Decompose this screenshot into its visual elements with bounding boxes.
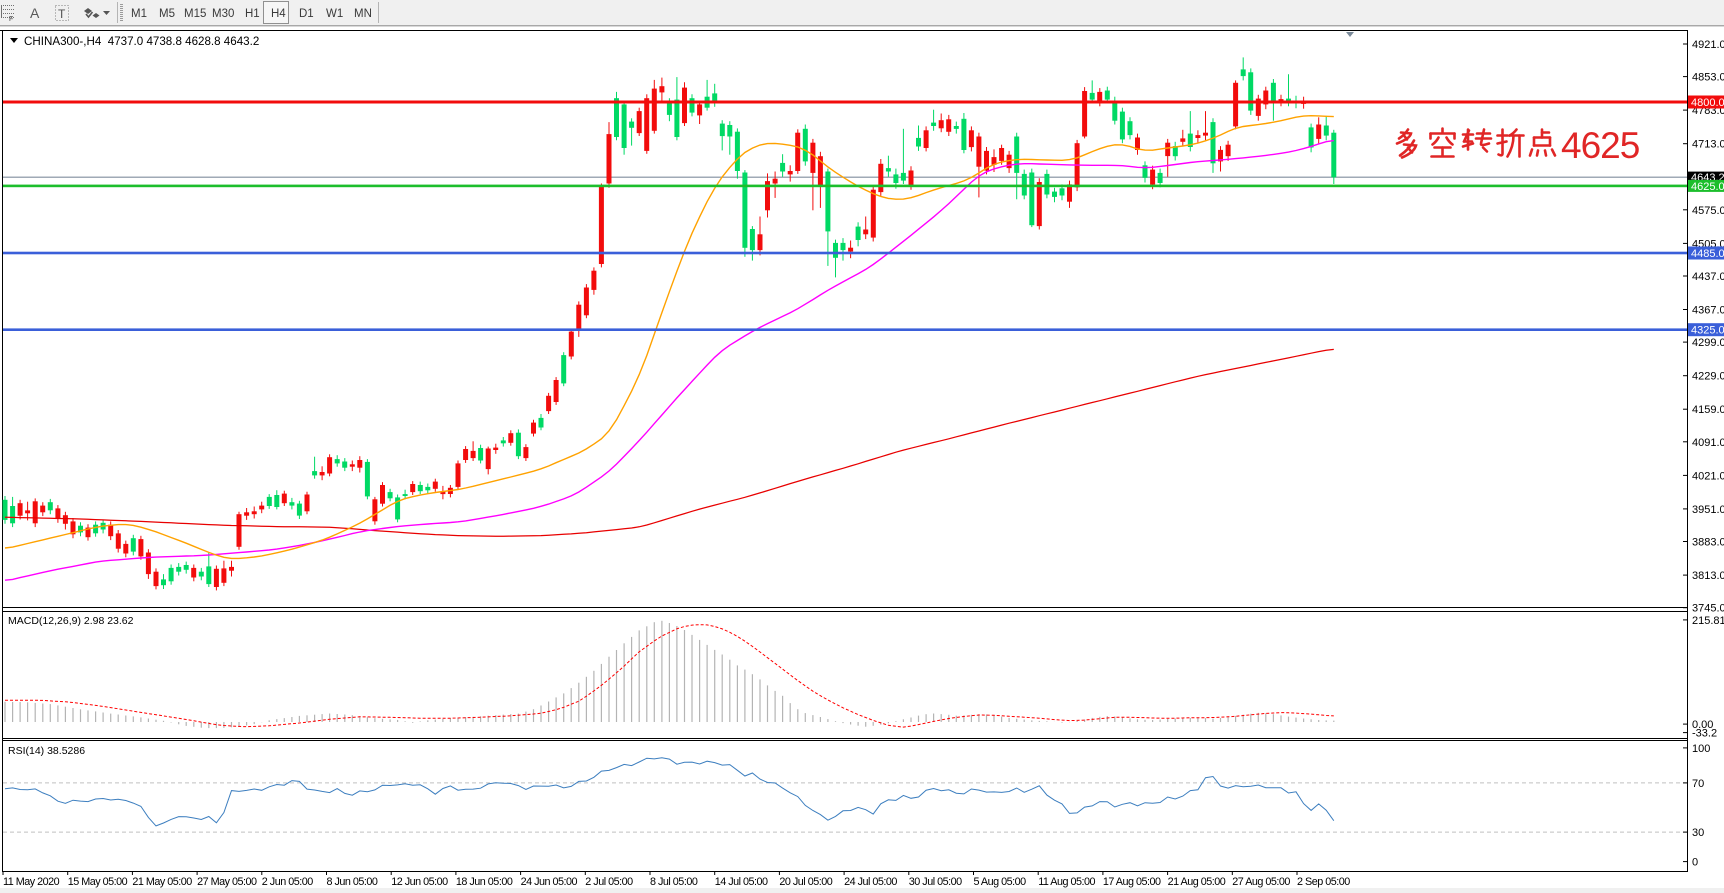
svg-text:4800.0: 4800.0	[1691, 97, 1724, 109]
svg-text:H4: H4	[271, 8, 286, 20]
svg-text:M1: M1	[131, 8, 147, 20]
svg-text:24 Jun 05:00: 24 Jun 05:00	[521, 876, 578, 888]
svg-text:30 Jul 05:00: 30 Jul 05:00	[909, 876, 962, 888]
svg-text:30: 30	[1692, 827, 1704, 839]
svg-text:M5: M5	[159, 8, 175, 20]
svg-text:D1: D1	[299, 8, 314, 20]
svg-text:4575.0: 4575.0	[1692, 205, 1724, 217]
svg-text:4713.0: 4713.0	[1692, 139, 1724, 151]
svg-text:215.81: 215.81	[1692, 615, 1724, 627]
svg-text:W1: W1	[326, 8, 343, 20]
svg-text:4625: 4625	[1561, 125, 1640, 166]
svg-text:11 Aug 05:00: 11 Aug 05:00	[1038, 876, 1095, 888]
svg-text:15 May 05:00: 15 May 05:00	[68, 876, 128, 888]
svg-text:3951.0: 3951.0	[1692, 504, 1724, 516]
svg-text:27 May 05:00: 27 May 05:00	[197, 876, 257, 888]
svg-text:MACD(12,26,9) 2.98 23.62: MACD(12,26,9) 2.98 23.62	[8, 615, 134, 627]
svg-text:-33.2: -33.2	[1692, 728, 1717, 740]
svg-text:4229.0: 4229.0	[1692, 371, 1724, 383]
svg-text:3745.0: 3745.0	[1692, 603, 1724, 615]
svg-text:CHINA300-,H4 4737.0 4738.8 46: CHINA300-,H4 4737.0 4738.8 4628.8 4643.2	[24, 35, 259, 48]
svg-text:H1: H1	[245, 8, 260, 20]
svg-text:4159.0: 4159.0	[1692, 404, 1724, 416]
svg-text:RSI(14) 38.5286: RSI(14) 38.5286	[8, 745, 85, 757]
svg-text:2 Jun 05:00: 2 Jun 05:00	[262, 876, 313, 888]
svg-text:5 Aug 05:00: 5 Aug 05:00	[974, 876, 1027, 888]
svg-text:17 Aug 05:00: 17 Aug 05:00	[1103, 876, 1161, 888]
svg-text:24 Jul 05:00: 24 Jul 05:00	[844, 876, 897, 888]
svg-text:4091.0: 4091.0	[1692, 437, 1724, 449]
svg-text:8 Jun 05:00: 8 Jun 05:00	[327, 876, 378, 888]
svg-text:MN: MN	[354, 8, 372, 20]
svg-text:14 Jul 05:00: 14 Jul 05:00	[715, 876, 768, 888]
svg-text:4853.0: 4853.0	[1692, 72, 1724, 84]
svg-text:3883.0: 3883.0	[1692, 537, 1724, 549]
svg-text:2 Sep 05:00: 2 Sep 05:00	[1297, 876, 1350, 888]
svg-text:11 May 2020: 11 May 2020	[3, 876, 60, 888]
svg-text:4367.0: 4367.0	[1692, 305, 1724, 317]
svg-text:70: 70	[1692, 778, 1704, 790]
svg-text:0.00: 0.00	[1692, 719, 1713, 731]
svg-text:100: 100	[1692, 743, 1710, 755]
svg-text:A: A	[30, 5, 40, 21]
svg-text:4325.0: 4325.0	[1691, 325, 1724, 337]
svg-text:4485.0: 4485.0	[1691, 248, 1724, 260]
svg-text:2 Jul 05:00: 2 Jul 05:00	[585, 876, 633, 888]
svg-text:T: T	[58, 7, 66, 21]
svg-text:M15: M15	[184, 8, 206, 20]
svg-text:4921.0: 4921.0	[1692, 39, 1724, 51]
svg-text:8 Jul 05:00: 8 Jul 05:00	[650, 876, 698, 888]
svg-text:3813.0: 3813.0	[1692, 570, 1724, 582]
svg-text:4625.0: 4625.0	[1691, 181, 1724, 193]
svg-text:4021.0: 4021.0	[1692, 470, 1724, 482]
svg-text:M30: M30	[212, 8, 234, 20]
svg-text:F: F	[9, 16, 13, 23]
svg-text:21 Aug 05:00: 21 Aug 05:00	[1168, 876, 1226, 888]
svg-text:18 Jun 05:00: 18 Jun 05:00	[456, 876, 513, 888]
svg-text:4437.0: 4437.0	[1692, 271, 1724, 283]
svg-text:12 Jun 05:00: 12 Jun 05:00	[391, 876, 448, 888]
svg-text:27 Aug 05:00: 27 Aug 05:00	[1232, 876, 1290, 888]
svg-text:21 May 05:00: 21 May 05:00	[132, 876, 192, 888]
svg-text:4299.0: 4299.0	[1692, 337, 1724, 349]
svg-text:20 Jul 05:00: 20 Jul 05:00	[779, 876, 832, 888]
svg-text:0: 0	[1692, 857, 1698, 869]
